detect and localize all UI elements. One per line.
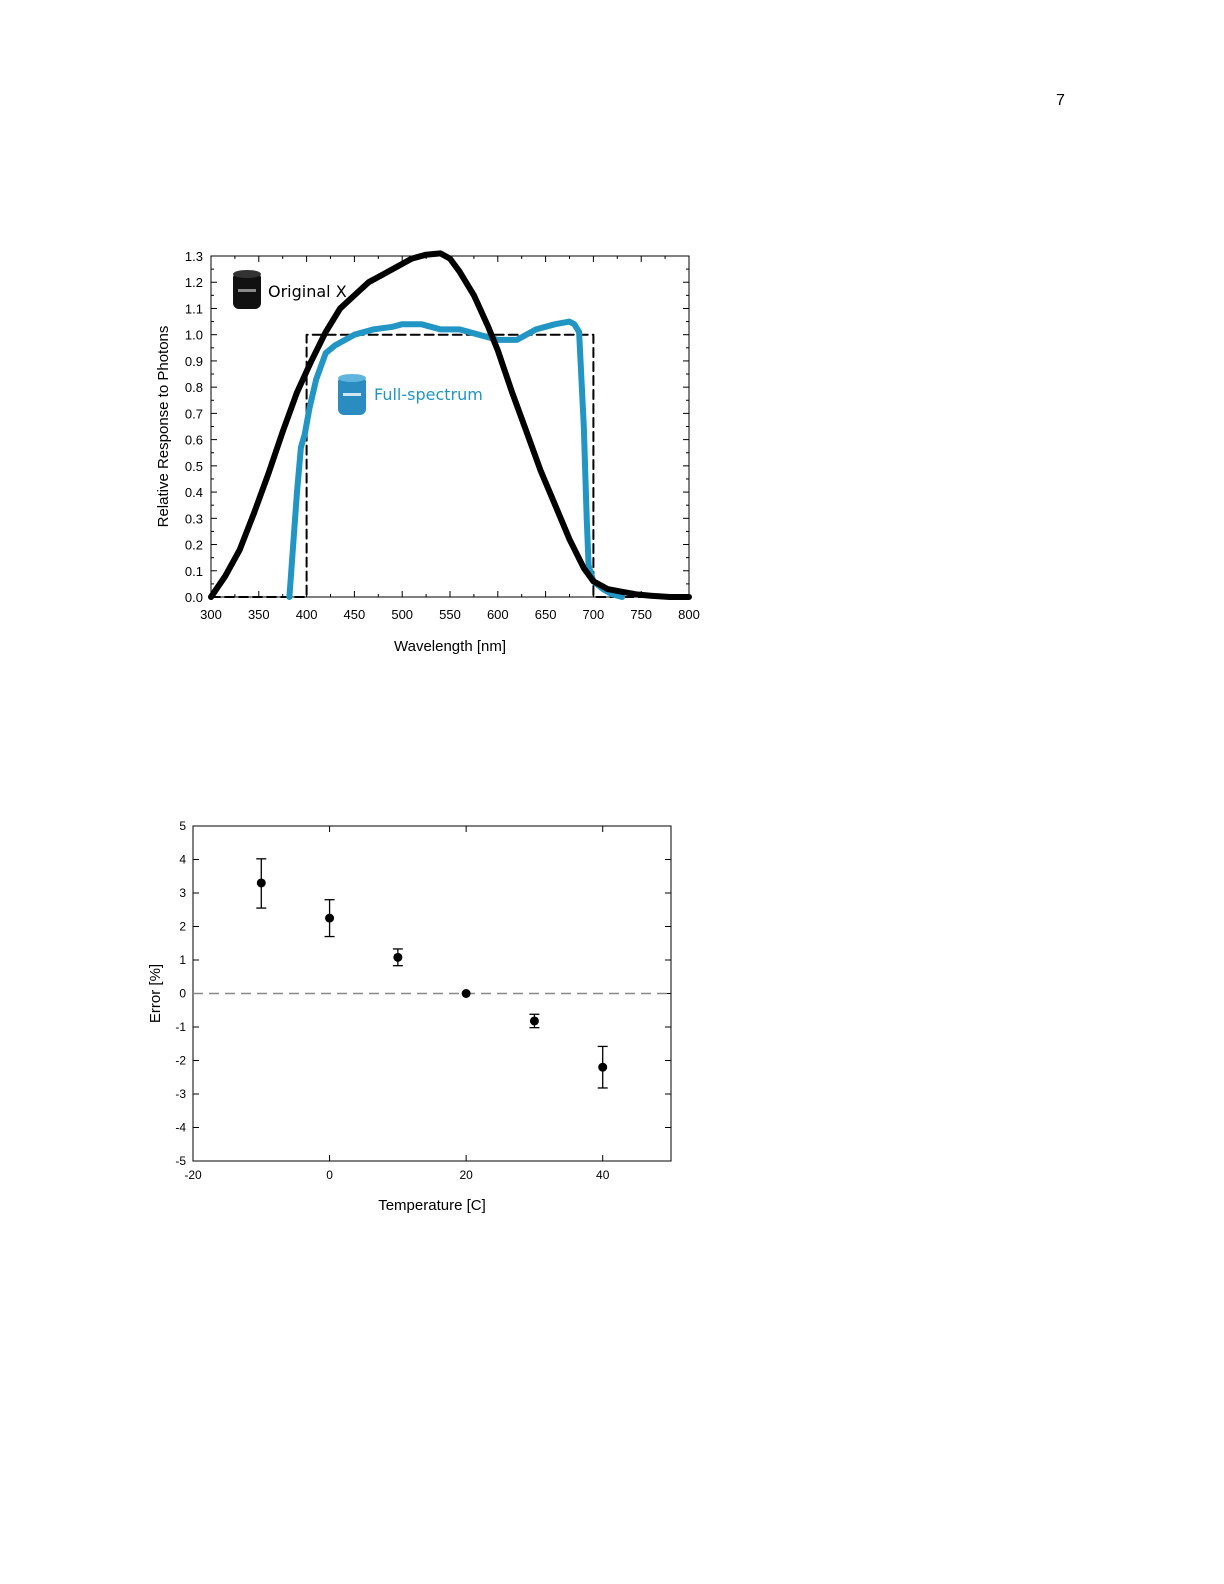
chart2-x-tick-label: -20 bbox=[184, 1168, 202, 1182]
chart1-y-tick-label: 0.8 bbox=[185, 380, 203, 395]
chart1-series-full-spectrum bbox=[286, 318, 626, 600]
chart2-y-tick-label: 2 bbox=[179, 920, 186, 934]
chart2-y-tick-label: 1 bbox=[179, 953, 186, 967]
chart2-data-point bbox=[325, 913, 335, 923]
chart1-x-tick-label: 450 bbox=[344, 607, 366, 622]
chart2-y-tick-label: -5 bbox=[175, 1154, 186, 1168]
blue-sensor-icon-label bbox=[343, 393, 361, 396]
chart1-y-tick-label: 0.0 bbox=[185, 590, 203, 605]
chart1-x-tick-label: 600 bbox=[487, 607, 509, 622]
chart1-y-tick-label: 0.4 bbox=[185, 485, 203, 500]
chart2-x-tick-label: 20 bbox=[459, 1168, 473, 1182]
chart1-x-tick-label: 550 bbox=[439, 607, 461, 622]
chart1-legend-label-full-spectrum: Full-spectrum bbox=[374, 385, 483, 404]
chart1-y-tick-label: 1.1 bbox=[185, 301, 203, 316]
chart1-y-tick-label: 0.1 bbox=[185, 564, 203, 579]
chart2-x-tick-label: 40 bbox=[596, 1168, 610, 1182]
chart1-y-tick-label: 0.7 bbox=[185, 406, 203, 421]
chart1-x-tick-label: 800 bbox=[678, 607, 700, 622]
chart2-data-point bbox=[393, 952, 403, 962]
chart2-y-tick-label: 5 bbox=[179, 819, 186, 833]
chart1-legend-label-original-x: Original X bbox=[268, 282, 347, 301]
chart2-y-tick-label: -4 bbox=[175, 1121, 186, 1135]
chart2-y-tick-label: 4 bbox=[179, 853, 186, 867]
chart1-x-tick-label: 650 bbox=[535, 607, 557, 622]
chart1-y-tick-label: 0.2 bbox=[185, 538, 203, 553]
chart1-x-tick-label: 350 bbox=[248, 607, 270, 622]
chart1-par-reference-line bbox=[210, 333, 690, 598]
black-sensor-icon-label bbox=[238, 289, 256, 292]
chart1-x-tick-label: 500 bbox=[391, 607, 413, 622]
chart2-y-tick-label: -1 bbox=[175, 1020, 186, 1034]
chart2-y-tick-label: -2 bbox=[175, 1054, 186, 1068]
chart2-y-tick-label: -3 bbox=[175, 1087, 186, 1101]
chart1-x-axis-title: Wavelength [nm] bbox=[394, 638, 506, 655]
chart1-legend-original-x: Original X bbox=[233, 270, 347, 309]
chart2-data-point bbox=[598, 1062, 608, 1072]
chart1-series-original-x bbox=[208, 250, 692, 600]
chart1-y-tick-label: 1.3 bbox=[185, 249, 203, 264]
chart1-x-tick-label: 400 bbox=[296, 607, 318, 622]
chart1-y-tick-label: 1.2 bbox=[185, 275, 203, 290]
chart1-y-tick-label: 0.5 bbox=[185, 459, 203, 474]
chart1-x-tick-label: 700 bbox=[583, 607, 605, 622]
chart1-legend-full-spectrum: Full-spectrum bbox=[338, 374, 483, 415]
chart2-data-point bbox=[256, 878, 266, 888]
chart2-data-point bbox=[461, 989, 471, 998]
blue-sensor-icon-top bbox=[338, 374, 366, 382]
chart1-y-tick-label: 0.6 bbox=[185, 433, 203, 448]
chart1-x-tick-label: 300 bbox=[200, 607, 222, 622]
chart2-y-tick-label: 3 bbox=[179, 886, 186, 900]
chart1-x-tick-label: 750 bbox=[630, 607, 652, 622]
chart2-y-tick-label: 0 bbox=[179, 987, 186, 1001]
black-sensor-icon-top bbox=[233, 270, 261, 278]
chart1-y-axis-title: Relative Response to Photons bbox=[155, 326, 172, 528]
chart2-x-axis-title: Temperature [C] bbox=[378, 1197, 486, 1214]
chart2-y-axis-title: Error [%] bbox=[147, 964, 164, 1023]
chart1-y-tick-label: 0.9 bbox=[185, 354, 203, 369]
chart1-y-tick-label: 0.3 bbox=[185, 511, 203, 526]
chart2-x-tick-label: 0 bbox=[326, 1168, 333, 1182]
chart1-y-tick-label: 1.0 bbox=[185, 328, 203, 343]
chart2-data-point bbox=[529, 1016, 539, 1026]
page-number: 7 bbox=[1056, 92, 1065, 109]
